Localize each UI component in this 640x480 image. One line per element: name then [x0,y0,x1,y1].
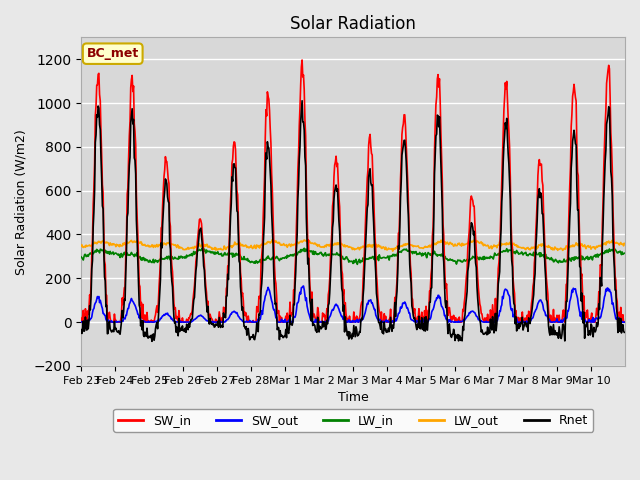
Title: Solar Radiation: Solar Radiation [290,15,416,33]
Text: BC_met: BC_met [86,47,139,60]
Y-axis label: Solar Radiation (W/m2): Solar Radiation (W/m2) [15,129,28,275]
Legend: SW_in, SW_out, LW_in, LW_out, Rnet: SW_in, SW_out, LW_in, LW_out, Rnet [113,409,593,432]
X-axis label: Time: Time [338,391,369,404]
